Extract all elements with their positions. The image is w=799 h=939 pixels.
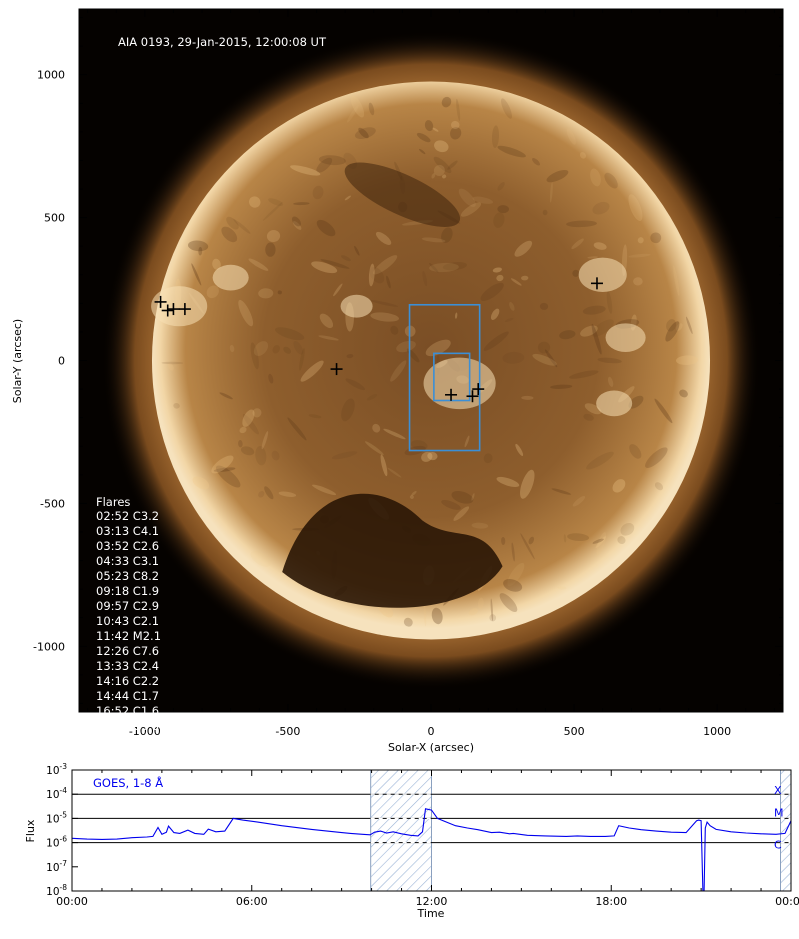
- goes-y-tick-label: 10-8: [46, 883, 67, 898]
- goes-x-tick-label: 18:00: [595, 895, 627, 908]
- flare-list-item: 04:33 C3.1: [96, 554, 159, 568]
- class-label: X: [774, 784, 782, 797]
- solar-disk: [151, 81, 711, 640]
- flare-list-item: 03:13 C4.1: [96, 524, 159, 538]
- eclipse-hatch: [780, 770, 791, 891]
- flare-list-item: 12:26 C7.6: [96, 644, 159, 658]
- goes-title: GOES, 1-8 Å: [93, 775, 163, 790]
- flare-list-item: 09:57 C2.9: [96, 599, 159, 613]
- flares-list: Flares 02:52 C3.203:13 C4.103:52 C2.604:…: [96, 495, 161, 733]
- aia-image-panel: -1000 -500 0 500 1000 -1000 -500 0 500 1000 AIA 0…: [11, 8, 784, 754]
- flare-list-item: 13:33 C2.4: [96, 659, 159, 673]
- flare-list-item: 14:16 C2.2: [96, 674, 159, 688]
- flare-list-item: 18:15 C5.0: [96, 719, 159, 733]
- flare-marker: [330, 363, 343, 376]
- flare-marker: [178, 303, 191, 316]
- goes-y-tick-label: 10-4: [46, 786, 67, 801]
- flare-markers: [154, 277, 603, 403]
- eclipse-hatch: [370, 770, 432, 891]
- goes-x-tick-label: 06:00: [236, 895, 268, 908]
- flare-list-item: 02:52 C3.2: [96, 509, 159, 523]
- image-title: AIA 0193, 29-Jan-2015, 12:00:08 UT: [118, 35, 327, 49]
- flare-list-item: 16:52 C1.6: [96, 704, 159, 718]
- y-tick-label: 0: [58, 355, 65, 368]
- coronal-hole: [282, 493, 503, 608]
- y-tick-label: -500: [40, 497, 65, 510]
- goes-x-tick-label: 00:00: [775, 895, 799, 908]
- y-tick-label: 500: [44, 212, 65, 225]
- goes-y-tick-label: 10-5: [46, 810, 67, 825]
- goes-flux-line: [72, 808, 791, 891]
- goes-y-tick-label: 10-3: [46, 762, 67, 777]
- x-tick-label: 0: [428, 725, 435, 738]
- goes-y-tick-label: 10-7: [46, 859, 67, 874]
- region-box: [408, 303, 481, 452]
- class-label: C: [774, 839, 782, 852]
- flare-list-item: 11:42 M2.1: [96, 629, 161, 643]
- class-label: M: [774, 806, 784, 819]
- y-tick-label: 1000: [37, 69, 65, 82]
- x-tick-label: 500: [564, 725, 585, 738]
- y-axis-label: Solar-Y (arcsec): [11, 319, 24, 403]
- goes-ticks: 00:00 06:00 12:00 18:00 00:00 10-3 10-4 10-5 10-…: [46, 762, 799, 908]
- image-ticks: -1000 -500 0 500 1000 -1000 -500 0 500 1000: [33, 9, 783, 738]
- flare-marker: [154, 295, 167, 308]
- flare-list-item: 03:52 C2.6: [96, 539, 159, 553]
- x-tick-label: -500: [275, 725, 300, 738]
- goes-panel: 00:00 06:00 12:00 18:00 00:00 10-3 10-4 10-5 10-…: [24, 762, 799, 920]
- flare-list-item: 05:23 C8.2: [96, 569, 159, 583]
- goes-x-tick-label: 12:00: [416, 895, 448, 908]
- x-tick-label: 1000: [703, 725, 731, 738]
- flare-list-item: 10:43 C2.1: [96, 614, 159, 628]
- flare-marker: [167, 303, 180, 316]
- flare-marker: [590, 277, 603, 290]
- goes-x-label: Time: [417, 907, 445, 920]
- x-tick-label: -1000: [129, 725, 161, 738]
- y-tick-label: -1000: [33, 640, 65, 653]
- flare-marker: [472, 383, 485, 396]
- x-axis-label: Solar-X (arcsec): [388, 741, 474, 754]
- goes-y-label: Flux: [24, 819, 37, 842]
- goes-y-tick-label: 10-6: [46, 835, 67, 850]
- flares-header: Flares: [96, 495, 130, 509]
- flare-marker: [466, 390, 479, 403]
- flare-list-item: 09:18 C1.9: [96, 584, 159, 598]
- flare-list-item: 14:44 C1.7: [96, 689, 159, 703]
- flare-marker: [161, 304, 174, 317]
- goes-x-tick-label: 00:00: [56, 895, 88, 908]
- flare-marker: [445, 388, 458, 401]
- disk-texture: [151, 95, 699, 627]
